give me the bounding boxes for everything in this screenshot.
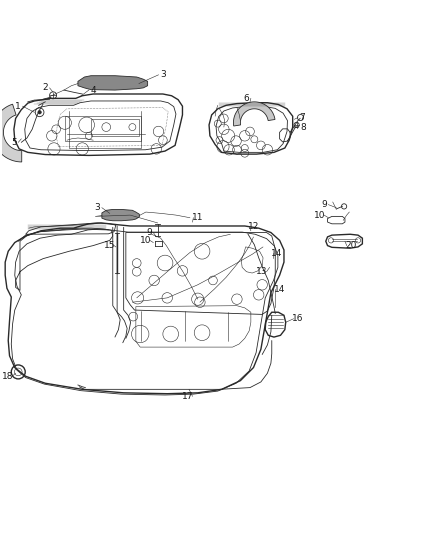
Text: 8: 8 — [300, 123, 306, 132]
Text: 9: 9 — [321, 200, 327, 209]
Text: 13: 13 — [256, 267, 268, 276]
Text: 14: 14 — [274, 285, 285, 294]
Circle shape — [38, 110, 41, 114]
Polygon shape — [102, 209, 139, 221]
Text: 17: 17 — [182, 392, 194, 401]
Text: 10: 10 — [314, 211, 325, 220]
Text: 6: 6 — [244, 94, 249, 103]
Text: 1: 1 — [15, 102, 21, 111]
Text: 20: 20 — [346, 241, 357, 250]
Text: 12: 12 — [248, 222, 259, 231]
Text: 18: 18 — [2, 372, 14, 381]
Polygon shape — [78, 76, 148, 90]
Text: 5: 5 — [11, 138, 17, 147]
Polygon shape — [0, 104, 22, 162]
Text: 3: 3 — [160, 70, 166, 79]
Bar — [91, 119, 139, 136]
Text: 16: 16 — [292, 314, 304, 324]
Text: 15: 15 — [104, 241, 116, 250]
Text: 3: 3 — [95, 203, 100, 212]
Text: 4: 4 — [90, 86, 96, 94]
Text: 14: 14 — [271, 249, 283, 258]
Text: 2: 2 — [42, 83, 48, 92]
Text: 10: 10 — [140, 236, 151, 245]
Text: 11: 11 — [192, 213, 204, 222]
Text: 7: 7 — [300, 113, 305, 122]
Polygon shape — [233, 102, 275, 126]
Text: 9: 9 — [146, 228, 152, 237]
Bar — [65, 116, 141, 141]
